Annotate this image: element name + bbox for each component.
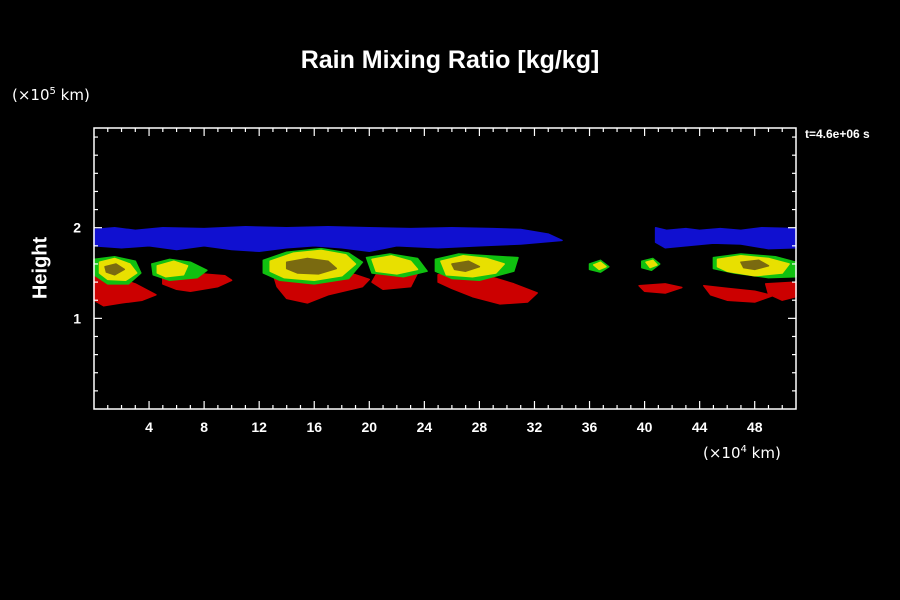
region-red-9 xyxy=(764,281,797,301)
region-olive-29 xyxy=(740,259,770,271)
x-tick-label-44: 44 xyxy=(692,419,708,435)
x-tick-label-40: 40 xyxy=(637,419,653,435)
y-tick-label-1: 1 xyxy=(73,310,81,326)
region-yellow-19 xyxy=(156,260,189,278)
region-blue-0 xyxy=(93,226,563,253)
x-tick-label-16: 16 xyxy=(306,419,322,435)
x-axis-unit: (×104 km) xyxy=(703,444,781,462)
region-red-5 xyxy=(371,272,419,291)
chart-title: Rain Mixing Ratio [kg/kg] xyxy=(300,46,600,74)
plot-frame xyxy=(93,127,797,410)
region-yellow-24 xyxy=(645,259,658,269)
region-red-7 xyxy=(638,283,683,294)
y-tick-label-2: 2 xyxy=(73,220,81,236)
x-tick-label-8: 8 xyxy=(200,419,208,435)
x-tick-label-36: 36 xyxy=(582,419,598,435)
y-unit-prefix: (×10 xyxy=(12,86,50,104)
y-axis-unit: (×105 km) xyxy=(12,86,90,104)
region-olive-28 xyxy=(451,260,481,272)
x-tick-label-20: 20 xyxy=(362,419,378,435)
region-olive-26 xyxy=(285,257,338,275)
y-unit-exponent: 5 xyxy=(49,86,56,97)
data-layer xyxy=(93,226,797,307)
y-unit-suffix: km) xyxy=(55,86,90,104)
time-label: t=4.6e+06 s xyxy=(805,127,870,141)
x-unit-suffix: km) xyxy=(746,444,781,462)
x-tick-label-24: 24 xyxy=(417,419,433,435)
region-olive-27 xyxy=(104,263,126,276)
region-red-8 xyxy=(703,284,774,303)
x-tick-label-12: 12 xyxy=(251,419,267,435)
region-yellow-21 xyxy=(371,255,419,275)
x-tick-label-4: 4 xyxy=(145,419,153,435)
x-tick-label-28: 28 xyxy=(472,419,488,435)
region-blue-1 xyxy=(654,226,797,250)
x-tick-label-32: 32 xyxy=(527,419,543,435)
x-unit-exponent: 4 xyxy=(740,444,747,455)
region-yellow-23 xyxy=(592,261,607,271)
x-tick-label-48: 48 xyxy=(747,419,763,435)
x-unit-prefix: (×10 xyxy=(703,444,741,462)
